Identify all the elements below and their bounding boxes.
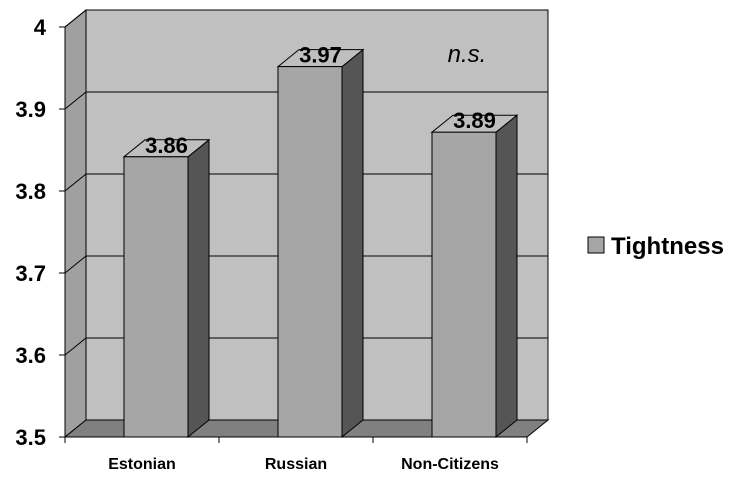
legend-swatch-tightness — [587, 236, 605, 254]
x-tick-label: Non-Citizens — [401, 456, 499, 473]
gridline-side — [64, 255, 87, 274]
gridline-side — [64, 9, 87, 28]
bar-russian — [276, 48, 365, 439]
y-tick-label: 3.8 — [15, 179, 46, 204]
data-label: 3.86 — [145, 133, 188, 158]
bar-side-face — [341, 48, 364, 439]
y-tick-label: 3.6 — [15, 343, 46, 368]
y-tick-label: 3.7 — [15, 261, 46, 286]
data-labels: 3.86 3.97 3.89 — [145, 43, 496, 158]
bars — [122, 48, 519, 439]
gridline-side — [64, 337, 87, 356]
data-label: 3.89 — [453, 108, 496, 133]
x-axis: Estonian Russian Non-Citizens — [64, 436, 528, 473]
x-tick-label: Russian — [265, 456, 327, 473]
bar-side-face — [187, 138, 210, 439]
y-axis: 3.5 3.6 3.7 3.8 3.9 4 — [15, 15, 66, 450]
y-tick-label: 3.9 — [15, 97, 46, 122]
legend: Tightness — [587, 233, 724, 260]
bar-non-citizens — [430, 114, 519, 439]
data-label: 3.97 — [299, 43, 342, 68]
bar-front-face — [277, 66, 343, 438]
y-tick-label: 4 — [34, 15, 47, 40]
x-tick-label: Estonian — [108, 456, 176, 473]
legend-label-tightness: Tightness — [611, 233, 724, 260]
gridline-side — [64, 91, 87, 110]
bar-front-face — [431, 131, 497, 438]
significance-annotation: n.s. — [448, 41, 487, 68]
bar-front-face — [123, 156, 189, 438]
gridline-side — [64, 173, 87, 192]
y-tick-label: 3.5 — [15, 425, 46, 450]
bar-estonian — [122, 138, 211, 439]
side-wall — [64, 8, 87, 439]
bar-side-face — [495, 114, 518, 439]
